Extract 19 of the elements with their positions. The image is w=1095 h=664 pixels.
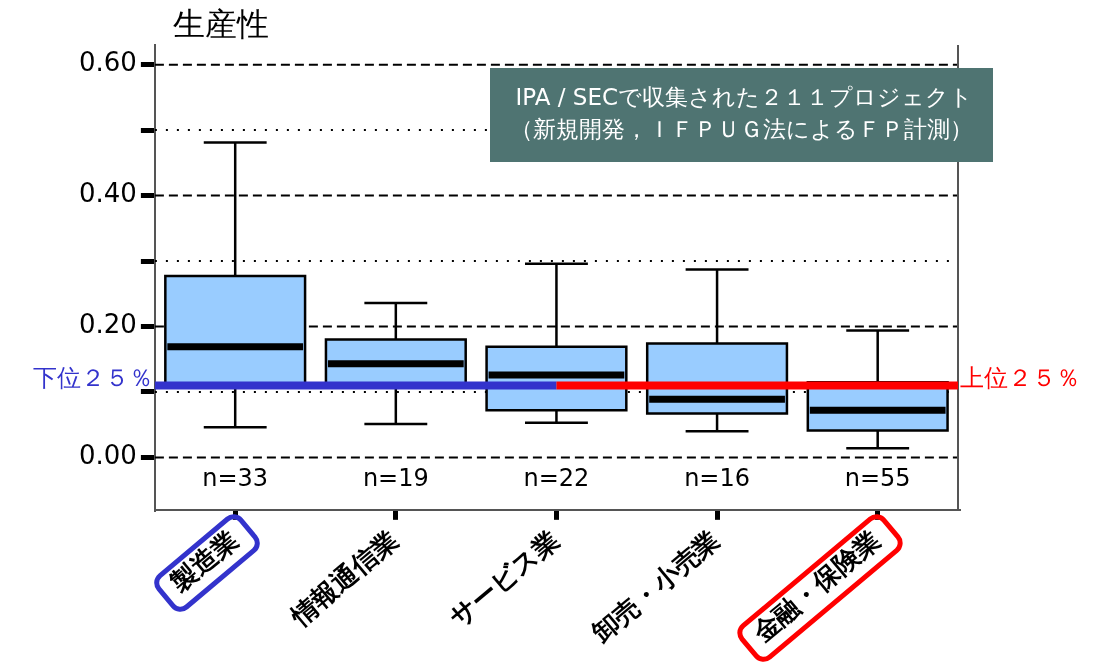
y-tick-label: 0.00 — [79, 440, 137, 471]
y-tick-label: 0.60 — [79, 47, 137, 78]
y-tick-label: 0.40 — [79, 178, 137, 209]
x-tick-label: 金融・保険業 — [746, 524, 886, 649]
annotation: n=33 — [202, 463, 269, 492]
chart-title: 生産性 — [172, 5, 269, 44]
x-tick-label: 製造業 — [163, 524, 244, 599]
annotation: （新規開発，ＩＦＰＵＧ法によるＦＰ計測） — [510, 115, 973, 142]
annotation: IPA / SECで収集された２１１プロジェクト — [515, 83, 973, 110]
annotation: n=16 — [684, 463, 750, 492]
annotation: n=55 — [844, 463, 911, 492]
ref-line-label: 上位２５％ — [960, 363, 1080, 392]
x-tick-label: サービス業 — [443, 524, 565, 634]
ref-line-label: 下位２５％ — [32, 363, 153, 392]
annotation: n=22 — [523, 463, 590, 492]
annotation: n=19 — [362, 463, 429, 492]
x-tick-label: 情報通信業 — [283, 524, 405, 633]
y-tick-label: 0.20 — [79, 309, 137, 340]
x-tick-label: 卸売・小売業 — [585, 524, 726, 649]
